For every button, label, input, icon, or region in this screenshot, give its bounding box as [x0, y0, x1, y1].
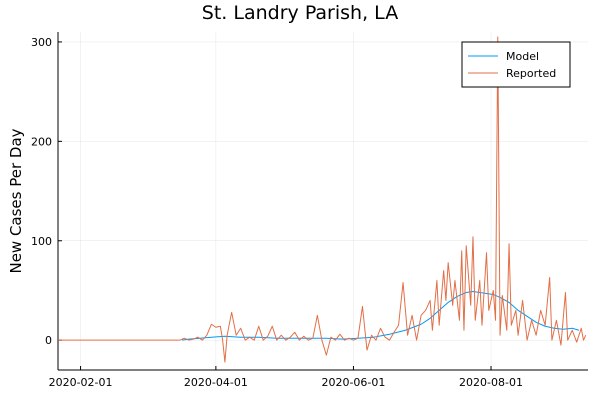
tick-labels: 0 100 200 300 2020-02-01 2020-04-01 2020-06-01… — [31, 36, 523, 389]
chart-title: St. Landry Parish, LA — [202, 2, 398, 24]
x-tick-label: 2020-04-01 — [184, 376, 248, 389]
x-tick-label: 2020-06-01 — [321, 376, 385, 389]
series-layer — [58, 36, 587, 363]
x-tick-label: 2020-02-01 — [49, 376, 113, 389]
y-tick-label: 100 — [31, 235, 52, 248]
legend-box — [461, 41, 571, 88]
y-tick-label: 0 — [45, 334, 52, 347]
grid — [58, 32, 588, 370]
y-tick-label: 300 — [31, 36, 52, 49]
y-tick-label: 200 — [31, 135, 52, 148]
axes — [57, 32, 588, 371]
y-axis-title: New Cases Per Day — [7, 128, 25, 273]
series-line-model — [181, 290, 580, 341]
legend-label-model: Model — [506, 50, 539, 63]
legend: Model Reported — [461, 41, 571, 88]
x-tick-label: 2020-08-01 — [459, 376, 523, 389]
legend-label-reported: Reported — [506, 67, 556, 80]
series-line-reported — [58, 36, 587, 363]
